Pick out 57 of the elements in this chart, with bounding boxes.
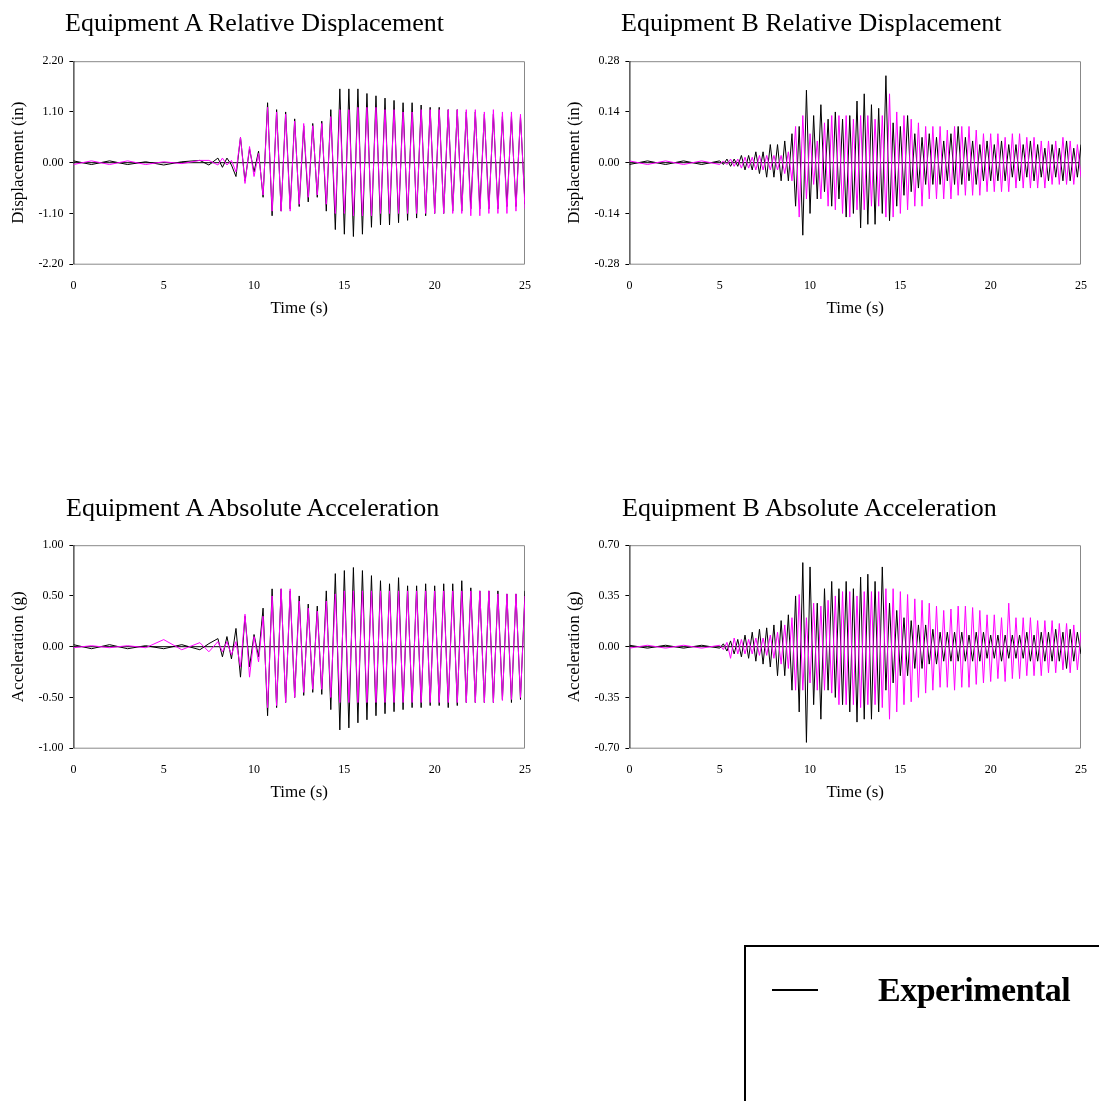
x-tick-label: 25 <box>519 761 531 776</box>
chart-title: Equipment B Relative Displacement <box>621 8 1002 38</box>
chart-title: Equipment A Relative Displacement <box>65 8 445 38</box>
y-axis-title: Acceleration (g) <box>7 591 27 703</box>
x-tick-label: 10 <box>248 277 261 292</box>
x-tick-label: 10 <box>804 761 817 776</box>
y-axis-title: Acceleration (g) <box>563 591 583 703</box>
y-tick-label: 0.70 <box>598 537 620 552</box>
x-tick-label: 25 <box>519 277 531 292</box>
y-tick-label: 0.00 <box>42 154 64 169</box>
x-tick-label: 15 <box>894 761 907 776</box>
chart-title: Equipment A Absolute Acceleration <box>66 493 440 523</box>
x-tick-label: 5 <box>716 761 723 776</box>
x-axis-title: Time (s) <box>270 782 328 802</box>
y-tick-label: -2.20 <box>38 256 64 271</box>
y-axis-title: Displacement (in) <box>7 101 27 224</box>
y-tick-label: 0.28 <box>598 53 620 68</box>
x-tick-label: 0 <box>626 277 633 292</box>
x-axis-title: Time (s) <box>826 298 884 318</box>
x-tick-label: 5 <box>160 761 167 776</box>
y-tick-label: 0.00 <box>598 638 620 653</box>
y-tick-label: -0.35 <box>594 689 620 704</box>
chart-title: Equipment B Absolute Acceleration <box>622 493 997 523</box>
x-tick-label: 15 <box>338 761 351 776</box>
x-tick-label: 0 <box>70 277 77 292</box>
x-tick-label: 0 <box>626 761 633 776</box>
x-tick-label: 5 <box>160 277 167 292</box>
x-tick-label: 20 <box>428 761 441 776</box>
y-tick-label: 0.14 <box>598 104 620 119</box>
x-tick-label: 10 <box>804 277 817 292</box>
y-tick-label: 0.50 <box>42 588 64 603</box>
y-tick-label: 0.00 <box>598 154 620 169</box>
x-tick-label: 20 <box>984 761 997 776</box>
x-axis-title: Time (s) <box>270 298 328 318</box>
x-tick-label: 5 <box>716 277 723 292</box>
y-tick-label: -0.50 <box>38 689 64 704</box>
x-tick-label: 25 <box>1075 277 1087 292</box>
x-tick-label: 15 <box>894 277 907 292</box>
y-tick-label: -0.14 <box>594 205 620 220</box>
y-tick-label: -1.00 <box>38 740 64 755</box>
x-axis-title: Time (s) <box>826 782 884 802</box>
x-tick-label: 20 <box>428 277 441 292</box>
x-tick-label: 25 <box>1075 761 1087 776</box>
y-tick-label: 2.20 <box>42 53 64 68</box>
y-tick-label: 1.10 <box>42 104 64 119</box>
x-tick-label: 20 <box>984 277 997 292</box>
y-tick-label: 0.35 <box>598 588 620 603</box>
x-tick-label: 10 <box>248 761 261 776</box>
y-tick-label: -0.70 <box>594 740 620 755</box>
y-tick-label: -1.10 <box>38 205 64 220</box>
x-tick-label: 0 <box>70 761 77 776</box>
legend-label: Experimental <box>878 971 1071 1009</box>
y-tick-label: 1.00 <box>42 537 64 552</box>
x-tick-label: 15 <box>338 277 351 292</box>
y-axis-title: Displacement (in) <box>563 101 583 224</box>
y-tick-label: 0.00 <box>42 638 64 653</box>
y-tick-label: -0.28 <box>594 256 620 271</box>
